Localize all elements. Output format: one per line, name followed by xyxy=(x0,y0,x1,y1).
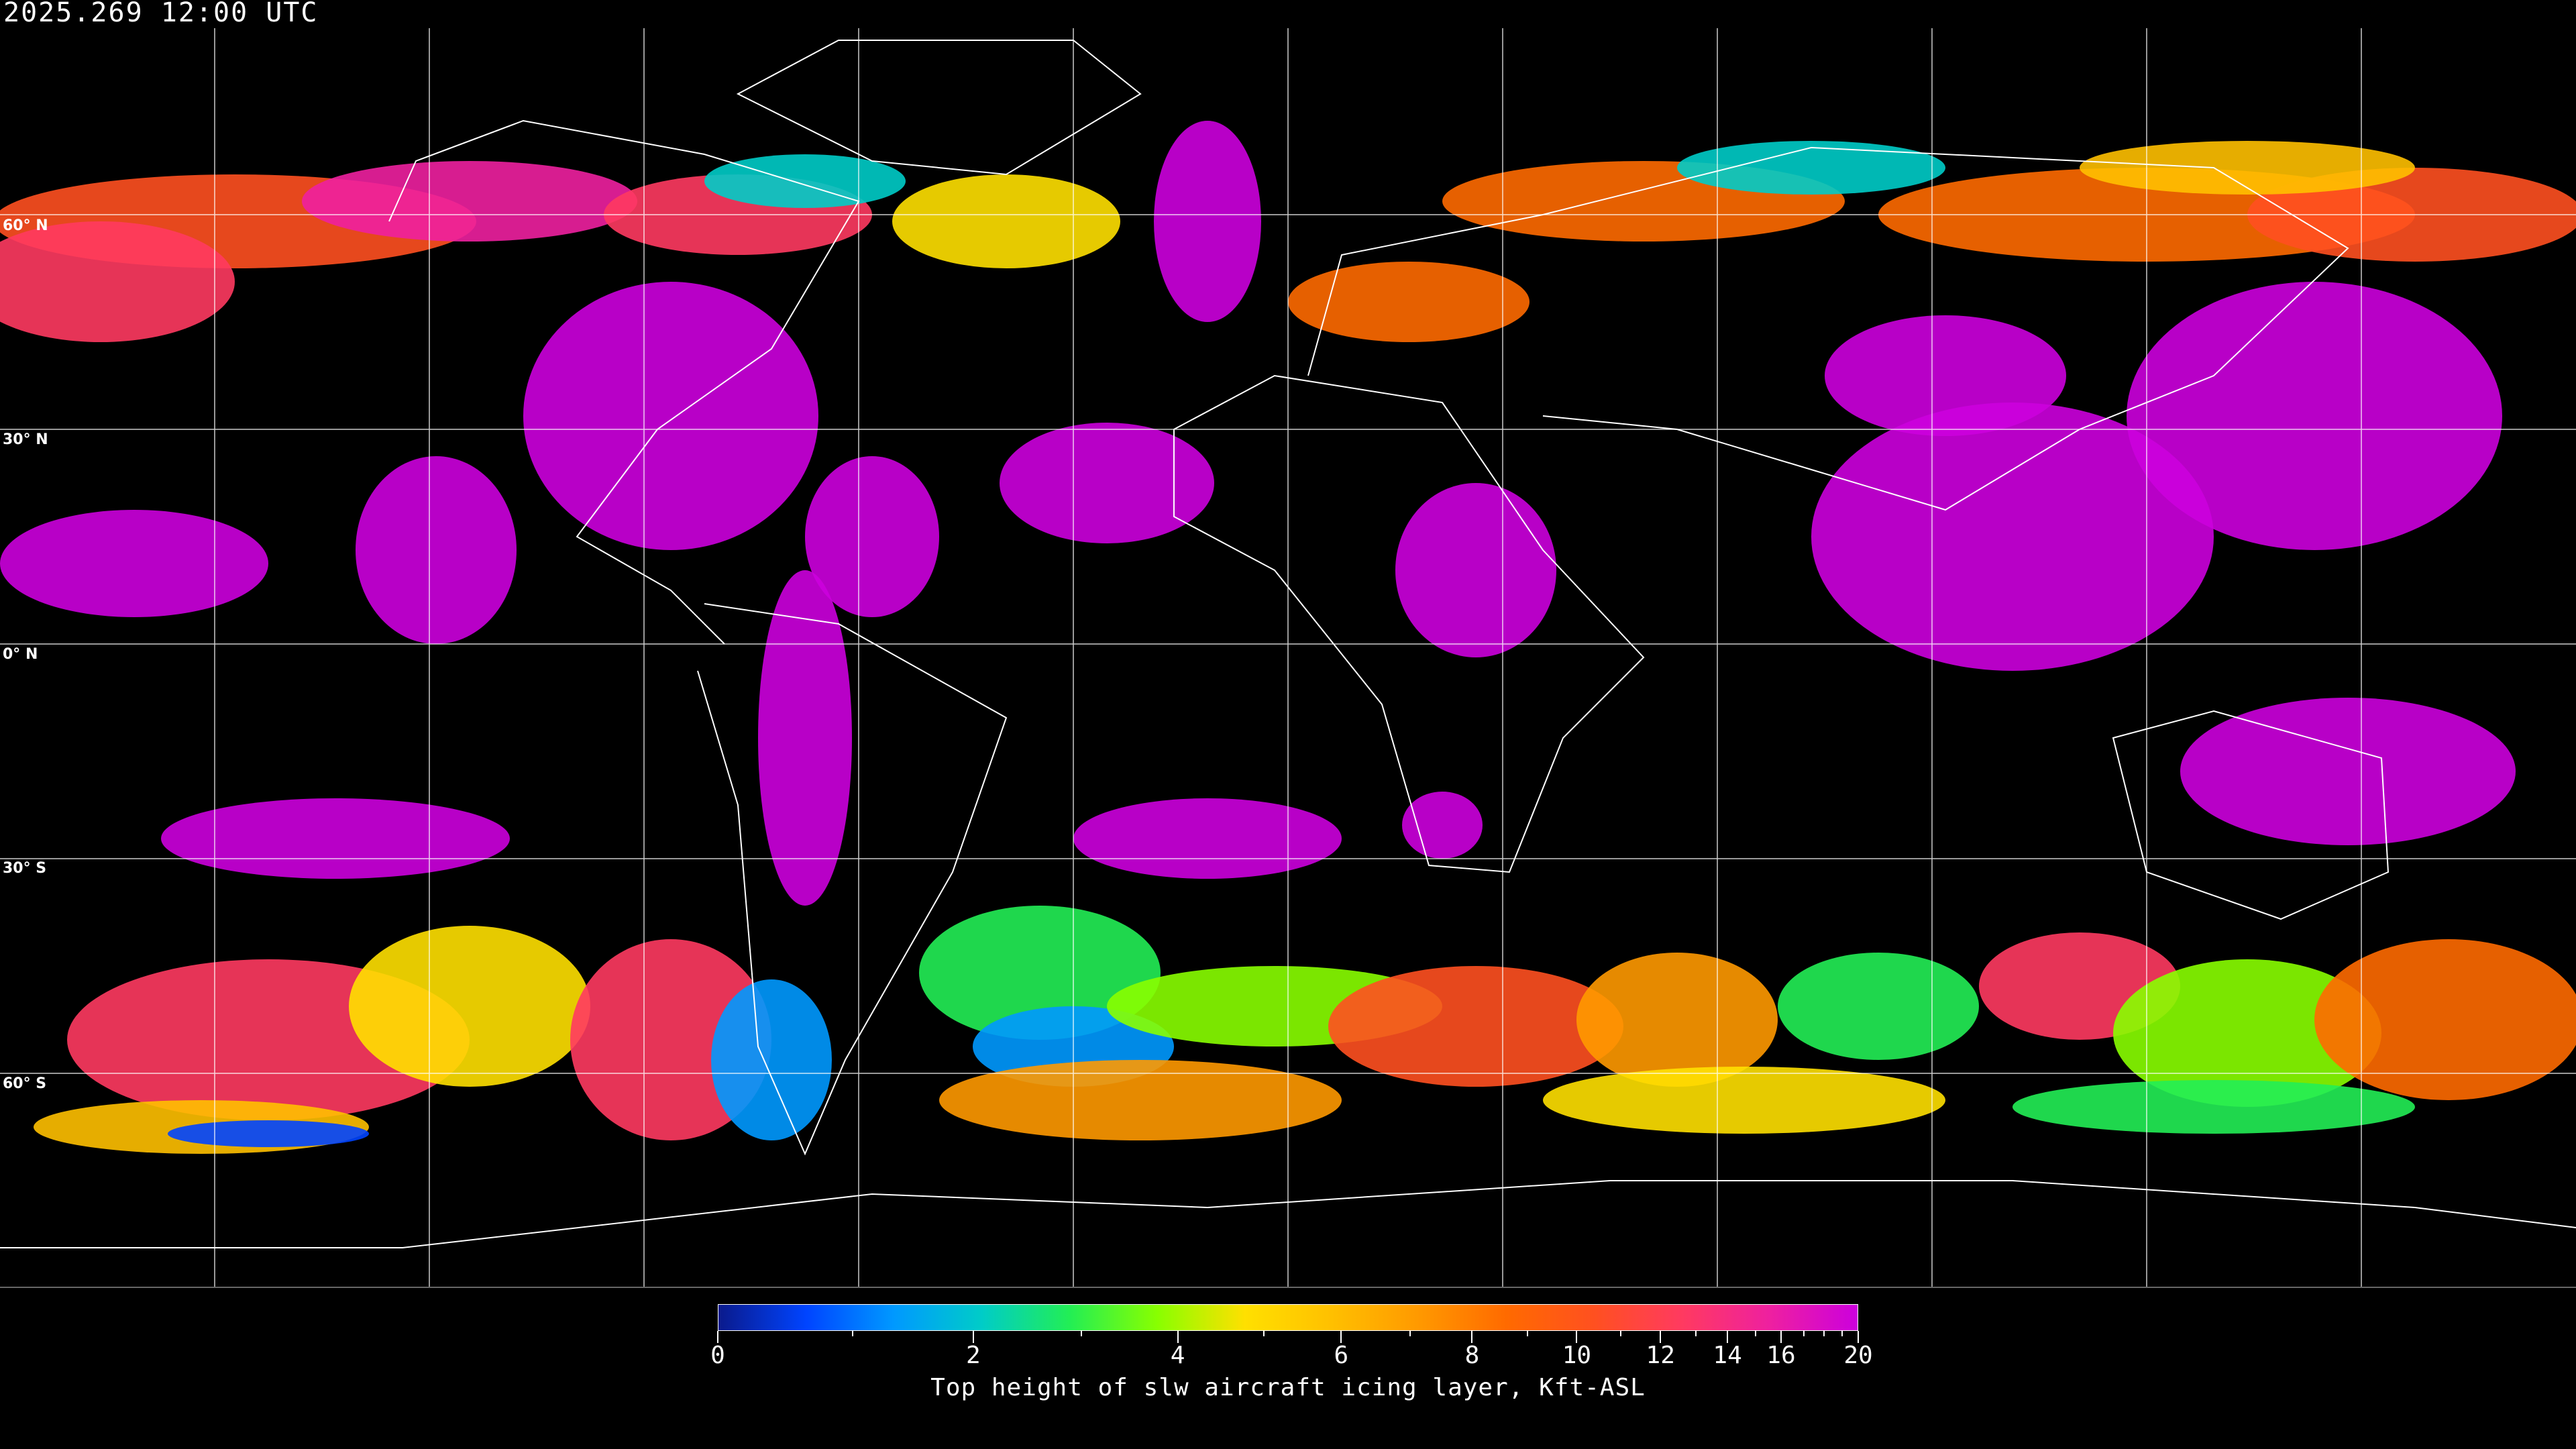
cloud-region xyxy=(1328,966,1623,1087)
colorbar-minor-tick xyxy=(1263,1331,1265,1336)
cloud-region xyxy=(939,1060,1342,1140)
cloud-region xyxy=(1154,121,1261,322)
cloud-region xyxy=(2180,698,2516,845)
coastline-path xyxy=(1173,374,1645,873)
cloud-region xyxy=(0,510,268,617)
colorbar-tick-label: 12 xyxy=(1646,1342,1675,1369)
colorbar-minor-tick xyxy=(1620,1331,1622,1336)
cloud-region xyxy=(161,798,510,879)
cloud-region xyxy=(1811,402,2214,671)
cloud-region xyxy=(1543,1067,1945,1134)
cloud-region xyxy=(349,926,590,1087)
colorbar-tick-label: 20 xyxy=(1843,1342,1873,1369)
cloud-region xyxy=(2113,959,2381,1107)
colorbar-minor-tick xyxy=(1803,1331,1805,1336)
cloud-region xyxy=(1778,953,1979,1060)
colorbar-major-tick xyxy=(1727,1331,1729,1343)
cloud-region xyxy=(523,282,818,550)
cloud-region xyxy=(2012,1080,2415,1134)
colorbar-minor-tick xyxy=(1080,1331,1082,1336)
lat-label-60s: 60° S xyxy=(3,1075,47,1092)
colorbar-tick-label: 2 xyxy=(966,1342,981,1369)
colorbar-major-tick xyxy=(1660,1331,1662,1343)
cloud-region xyxy=(2127,282,2502,550)
colorbar-minor-tick xyxy=(1409,1331,1411,1336)
cloud-region xyxy=(1402,792,1483,859)
colorbar-minor-tick xyxy=(1841,1331,1843,1336)
coastline-path xyxy=(1307,146,2349,511)
cloud-region xyxy=(1000,423,1214,543)
colorbar-major-tick xyxy=(1340,1331,1342,1343)
coastline-path xyxy=(0,1180,2576,1248)
colorbar-tick-label: 8 xyxy=(1464,1342,1480,1369)
cloud-region xyxy=(302,161,637,241)
colorbar-minor-tick xyxy=(1755,1331,1757,1336)
cloud-region xyxy=(2314,939,2576,1100)
colorbar-minor-tick xyxy=(1526,1331,1528,1336)
cloud-region xyxy=(168,1120,369,1147)
colorbar xyxy=(718,1304,1858,1331)
colorbar-ticks xyxy=(717,1331,1859,1344)
colorbar-major-tick xyxy=(717,1331,718,1343)
cloud-region xyxy=(1576,953,1778,1087)
cloud-region xyxy=(1073,798,1342,879)
cloud-region xyxy=(711,979,832,1140)
lat-label-30n: 30° N xyxy=(3,431,48,448)
cloud-region xyxy=(758,570,852,906)
coastline-path xyxy=(736,40,1142,176)
graticule xyxy=(0,28,2576,1287)
cloud-region xyxy=(1288,262,1529,342)
coastline-path xyxy=(697,603,1008,1156)
cloud-region xyxy=(356,456,517,644)
colorbar-major-tick xyxy=(1576,1331,1578,1343)
cloud-region xyxy=(2080,141,2415,195)
map-bottom-border xyxy=(0,1287,2576,1288)
colorbar-minor-tick xyxy=(1695,1331,1697,1336)
colorbar-tick-label: 16 xyxy=(1766,1342,1796,1369)
cloud-region xyxy=(805,456,939,617)
coastlines xyxy=(0,40,2576,1248)
satellite-icing-map xyxy=(0,28,2576,1287)
cloud-region xyxy=(0,221,235,342)
colorbar-major-tick xyxy=(1177,1331,1179,1343)
lat-label-30s: 30° S xyxy=(3,860,47,877)
lat-label-60n: 60° N xyxy=(3,217,48,234)
coastline-path xyxy=(388,119,860,645)
lat-label-equator: 0° N xyxy=(3,646,38,663)
colorbar-title: Top height of slw aircraft icing layer, … xyxy=(930,1374,1646,1401)
cloud-region xyxy=(892,174,1120,268)
colorbar-major-tick xyxy=(1858,1331,1859,1343)
colorbar-tick-label: 0 xyxy=(710,1342,725,1369)
timestamp-label: 2025.269 12:00 UTC xyxy=(3,0,319,28)
colorbar-tick-label: 14 xyxy=(1713,1342,1742,1369)
colorbar-minor-tick xyxy=(1823,1331,1825,1336)
colorbar-major-tick xyxy=(1780,1331,1782,1343)
cloud-region xyxy=(1395,483,1556,657)
colorbar-major-tick xyxy=(972,1331,974,1343)
cloud-region xyxy=(1825,315,2066,436)
cloud-region xyxy=(704,154,906,208)
colorbar-major-tick xyxy=(1471,1331,1473,1343)
colorbar-tick-label: 6 xyxy=(1334,1342,1349,1369)
cloud-region xyxy=(1677,141,1945,195)
cloud-region xyxy=(919,906,1161,1040)
icing-layer-field xyxy=(0,121,2576,1154)
colorbar-tick-label: 10 xyxy=(1562,1342,1592,1369)
colorbar-minor-tick xyxy=(852,1331,854,1336)
colorbar-tick-label: 4 xyxy=(1170,1342,1185,1369)
